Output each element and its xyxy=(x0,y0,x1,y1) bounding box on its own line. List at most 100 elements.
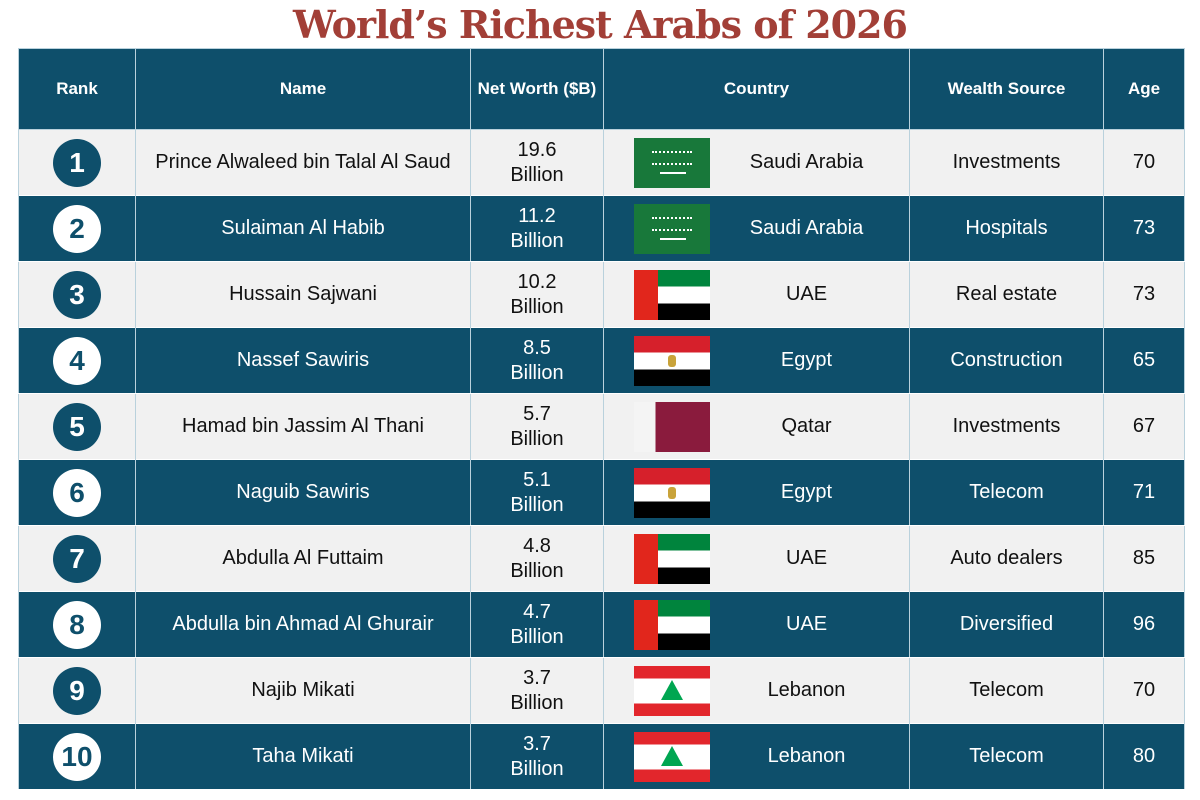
richest-arabs-table: Rank Name Net Worth ($B) Country Wealth … xyxy=(18,48,1185,790)
country-cell: Saudi Arabia xyxy=(603,129,910,196)
rank-badge: 9 xyxy=(53,666,101,715)
net-worth-cell: 8.5 Billion xyxy=(470,327,604,394)
wealth-source-cell: Real estate xyxy=(909,261,1104,328)
header-name: Name xyxy=(135,48,471,130)
age-cell: 73 xyxy=(1103,261,1185,328)
rank-cell: 1 xyxy=(18,129,136,196)
rank-badge: 5 xyxy=(53,402,101,451)
table-row: 8 Abdulla bin Ahmad Al Ghurair 4.7 Billion U… xyxy=(18,591,1185,658)
uae-flag-icon xyxy=(634,599,710,650)
name-cell: Najib Mikati xyxy=(135,657,471,724)
egypt-flag-icon xyxy=(634,467,710,518)
rank-cell: 6 xyxy=(18,459,136,526)
egypt-flag-icon xyxy=(634,335,710,386)
table-row: 1 Prince Alwaleed bin Talal Al Saud 19.6 Bi… xyxy=(18,129,1185,196)
qatar-flag-icon xyxy=(634,401,710,452)
name-cell: Naguib Sawiris xyxy=(135,459,471,526)
wealth-source-cell: Telecom xyxy=(909,723,1104,790)
net-worth-value: 5.7 xyxy=(523,402,551,425)
rank-badge: 8 xyxy=(53,600,101,649)
table-row: 5 Hamad bin Jassim Al Thani 5.7 Billion Qata… xyxy=(18,393,1185,460)
saudi-flag-icon xyxy=(634,137,710,188)
net-worth-value: 19.6 xyxy=(517,138,557,161)
country-cell: Lebanon xyxy=(603,657,910,724)
rank-badge: 10 xyxy=(53,732,101,781)
header-country: Country xyxy=(603,48,910,130)
net-worth-cell: 4.7 Billion xyxy=(470,591,604,658)
rank-cell: 2 xyxy=(18,195,136,262)
rank-cell: 5 xyxy=(18,393,136,460)
net-worth-unit: Billion xyxy=(510,229,564,252)
header-net-worth: Net Worth ($B) xyxy=(470,48,604,130)
net-worth-value: 10.2 xyxy=(517,270,557,293)
table-row: 7 Abdulla Al Futtaim 4.8 Billion UAE Auto dea… xyxy=(18,525,1185,592)
name-cell: Hamad bin Jassim Al Thani xyxy=(135,393,471,460)
net-worth-cell: 3.7 Billion xyxy=(470,657,604,724)
name-cell: Nassef Sawiris xyxy=(135,327,471,394)
age-cell: 70 xyxy=(1103,129,1185,196)
country-cell: Egypt xyxy=(603,327,910,394)
wealth-source-cell: Telecom xyxy=(909,459,1104,526)
age-cell: 85 xyxy=(1103,525,1185,592)
table-row: 9 Najib Mikati 3.7 Billion Lebanon Telecom 70 xyxy=(18,657,1185,724)
country-cell: UAE xyxy=(603,261,910,328)
wealth-source-cell: Auto dealers xyxy=(909,525,1104,592)
net-worth-cell: 5.7 Billion xyxy=(470,393,604,460)
header-wealth-source: Wealth Source xyxy=(909,48,1104,130)
net-worth-cell: 5.1 Billion xyxy=(470,459,604,526)
country-cell: Lebanon xyxy=(603,723,910,790)
age-cell: 65 xyxy=(1103,327,1185,394)
uae-flag-icon xyxy=(634,269,710,320)
net-worth-cell: 10.2 Billion xyxy=(470,261,604,328)
rank-cell: 3 xyxy=(18,261,136,328)
country-name: Saudi Arabia xyxy=(749,151,864,173)
name-cell: Sulaiman Al Habib xyxy=(135,195,471,262)
uae-flag-icon xyxy=(634,533,710,584)
page-title: World’s Richest Arabs of 2026 xyxy=(293,2,908,47)
net-worth-unit: Billion xyxy=(510,361,564,384)
net-worth-unit: Billion xyxy=(510,757,564,780)
name-cell: Abdulla bin Ahmad Al Ghurair xyxy=(135,591,471,658)
table-row: 6 Naguib Sawiris 5.1 Billion Egypt Telecom 71 xyxy=(18,459,1185,526)
rank-badge: 6 xyxy=(53,468,101,517)
lebanon-flag-icon xyxy=(634,665,710,716)
net-worth-value: 8.5 xyxy=(523,336,551,359)
net-worth-unit: Billion xyxy=(510,625,564,648)
net-worth-unit: Billion xyxy=(510,493,564,516)
table-row: 4 Nassef Sawiris 8.5 Billion Egypt Constructi… xyxy=(18,327,1185,394)
country-name: UAE xyxy=(785,613,828,635)
table-row: 3 Hussain Sajwani 10.2 Billion UAE Real estat… xyxy=(18,261,1185,328)
net-worth-cell: 11.2 Billion xyxy=(470,195,604,262)
name-cell: Prince Alwaleed bin Talal Al Saud xyxy=(135,129,471,196)
country-name: UAE xyxy=(785,547,828,569)
name-cell: Taha Mikati xyxy=(135,723,471,790)
country-name: UAE xyxy=(785,283,828,305)
age-cell: 71 xyxy=(1103,459,1185,526)
rank-cell: 8 xyxy=(18,591,136,658)
country-name: Lebanon xyxy=(767,679,846,701)
lebanon-flag-icon xyxy=(634,731,710,782)
country-cell: Saudi Arabia xyxy=(603,195,910,262)
wealth-source-cell: Investments xyxy=(909,393,1104,460)
name-cell: Abdulla Al Futtaim xyxy=(135,525,471,592)
rank-cell: 4 xyxy=(18,327,136,394)
age-cell: 70 xyxy=(1103,657,1185,724)
age-cell: 96 xyxy=(1103,591,1185,658)
rank-badge: 3 xyxy=(53,270,101,319)
country-name: Egypt xyxy=(780,481,833,503)
net-worth-cell: 19.6 Billion xyxy=(470,129,604,196)
table-row: 10 Taha Mikati 3.7 Billion Lebanon Telecom 80 xyxy=(18,723,1185,790)
rank-cell: 10 xyxy=(18,723,136,790)
wealth-source-cell: Investments xyxy=(909,129,1104,196)
country-name: Egypt xyxy=(780,349,833,371)
rank-cell: 9 xyxy=(18,657,136,724)
wealth-source-cell: Diversified xyxy=(909,591,1104,658)
wealth-source-cell: Telecom xyxy=(909,657,1104,724)
wealth-source-cell: Hospitals xyxy=(909,195,1104,262)
name-cell: Hussain Sajwani xyxy=(135,261,471,328)
net-worth-value: 4.7 xyxy=(523,600,551,623)
country-name: Lebanon xyxy=(767,745,846,767)
wealth-source-cell: Construction xyxy=(909,327,1104,394)
net-worth-unit: Billion xyxy=(510,691,564,714)
rank-badge: 4 xyxy=(53,336,101,385)
